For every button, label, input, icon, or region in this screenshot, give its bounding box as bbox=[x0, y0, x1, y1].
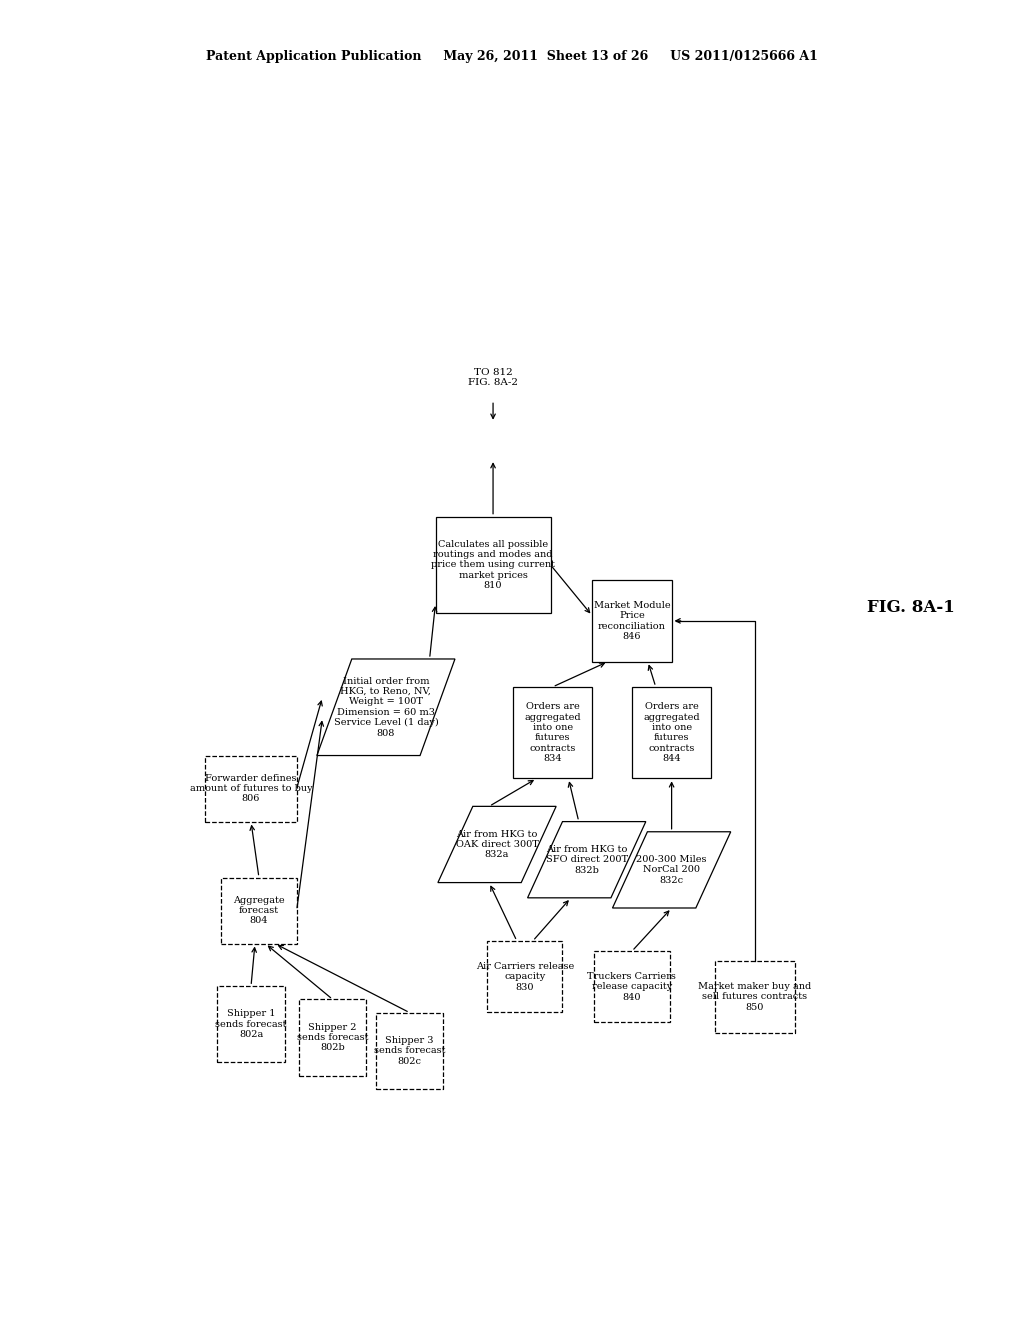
Text: Truckers Carriers
release capacity
840: Truckers Carriers release capacity 840 bbox=[588, 972, 677, 1002]
FancyBboxPatch shape bbox=[376, 1012, 443, 1089]
Text: Air from HKG to
SFO direct 200T
832b: Air from HKG to SFO direct 200T 832b bbox=[546, 845, 628, 875]
FancyBboxPatch shape bbox=[217, 986, 285, 1063]
FancyBboxPatch shape bbox=[632, 686, 712, 779]
Polygon shape bbox=[316, 659, 455, 755]
Text: Forwarder defines
amount of futures to buy
806: Forwarder defines amount of futures to b… bbox=[189, 774, 312, 804]
Text: Air from HKG to
OAK direct 300T
832a: Air from HKG to OAK direct 300T 832a bbox=[456, 829, 539, 859]
Text: Shipper 3
sends forecast
802c: Shipper 3 sends forecast 802c bbox=[374, 1036, 445, 1065]
FancyBboxPatch shape bbox=[715, 961, 795, 1032]
FancyBboxPatch shape bbox=[435, 516, 551, 614]
Text: Market Module
Price
reconciliation
846: Market Module Price reconciliation 846 bbox=[594, 601, 671, 642]
FancyBboxPatch shape bbox=[487, 941, 562, 1012]
FancyBboxPatch shape bbox=[299, 999, 367, 1076]
Text: TO 812
FIG. 8A-2: TO 812 FIG. 8A-2 bbox=[468, 368, 518, 387]
Text: FIG. 8A-1: FIG. 8A-1 bbox=[867, 599, 955, 615]
Text: Aggregate
forecast
804: Aggregate forecast 804 bbox=[233, 896, 285, 925]
Polygon shape bbox=[438, 807, 556, 883]
Text: Orders are
aggregated
into one
futures
contracts
844: Orders are aggregated into one futures c… bbox=[643, 702, 700, 763]
Polygon shape bbox=[527, 821, 646, 898]
Text: Air Carriers release
capacity
830: Air Carriers release capacity 830 bbox=[476, 962, 573, 991]
Polygon shape bbox=[612, 832, 731, 908]
Text: Initial order from
HKG, to Reno, NV,
Weight = 100T
Dimension = 60 m3
Service Lev: Initial order from HKG, to Reno, NV, Wei… bbox=[334, 677, 438, 738]
Text: Shipper 1
sends forecast
802a: Shipper 1 sends forecast 802a bbox=[215, 1010, 287, 1039]
Text: 200-300 Miles
NorCal 200
832c: 200-300 Miles NorCal 200 832c bbox=[636, 855, 707, 884]
Text: Calculates all possible
routings and modes and
price them using current
market p: Calculates all possible routings and mod… bbox=[431, 540, 555, 590]
FancyBboxPatch shape bbox=[206, 755, 297, 821]
FancyBboxPatch shape bbox=[592, 581, 672, 661]
FancyBboxPatch shape bbox=[594, 952, 670, 1022]
FancyBboxPatch shape bbox=[221, 878, 297, 944]
Text: Shipper 2
sends forecast
802b: Shipper 2 sends forecast 802b bbox=[297, 1023, 369, 1052]
Text: Orders are
aggregated
into one
futures
contracts
834: Orders are aggregated into one futures c… bbox=[524, 702, 581, 763]
FancyBboxPatch shape bbox=[513, 686, 592, 779]
Text: Market maker buy and
sell futures contracts
850: Market maker buy and sell futures contra… bbox=[698, 982, 812, 1012]
Text: Patent Application Publication     May 26, 2011  Sheet 13 of 26     US 2011/0125: Patent Application Publication May 26, 2… bbox=[206, 50, 818, 63]
